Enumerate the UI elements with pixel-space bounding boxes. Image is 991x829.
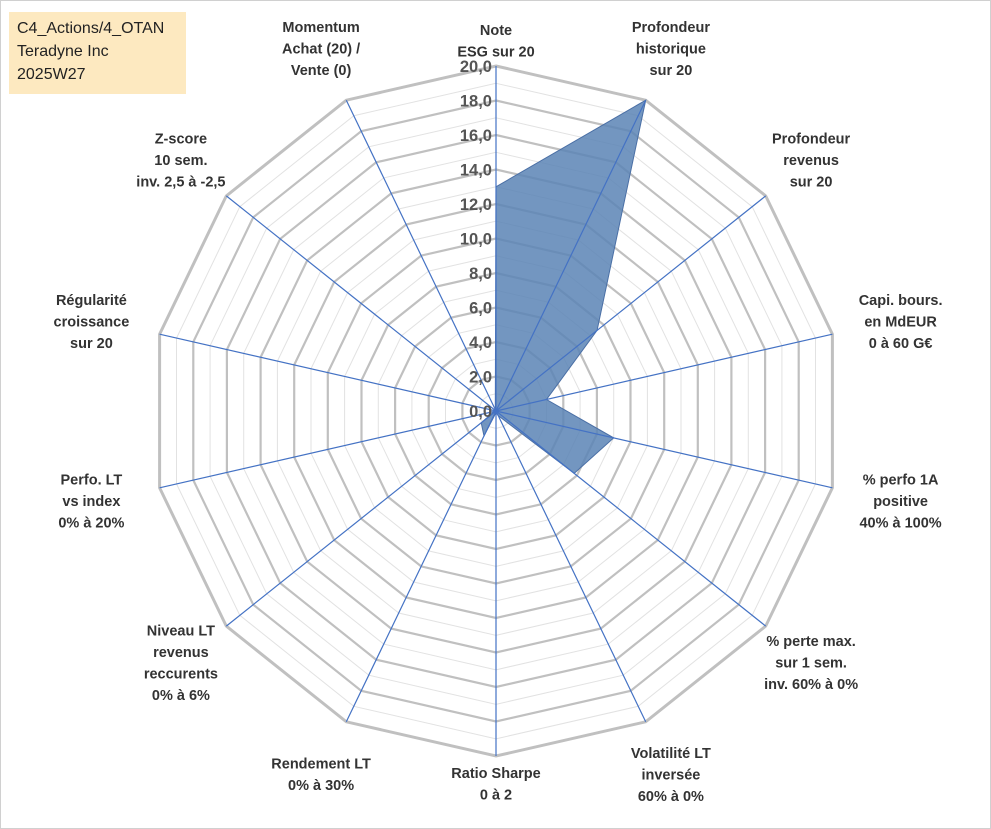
axis-label: Niveau LT revenus reccurents 0% à 6%	[144, 623, 218, 704]
axis-label: % perte max. sur 1 sem. inv. 60% à 0%	[764, 634, 858, 693]
axis-label-line: % perte max.	[766, 634, 855, 650]
axis-label: Volatilité LT inversée 60% à 0%	[631, 746, 711, 805]
tick-label: 2,0	[469, 369, 492, 387]
axis-spoke	[225, 410, 497, 627]
tick-label: 6,0	[469, 300, 492, 318]
axis-label-line: Rendement LT	[271, 757, 371, 773]
axis-label-line: 0% à 6%	[152, 688, 210, 704]
tick-label: 18,0	[460, 93, 492, 111]
axis-label: Capi. bours. en MdEUR 0 à 60 G€	[859, 293, 943, 352]
axis-label: Régularité croissance sur 20	[54, 293, 130, 352]
axis-label-line: revenus	[783, 153, 839, 169]
axis-spokes	[159, 66, 833, 756]
axis-label-line: sur 20	[650, 63, 693, 79]
axis-label-line: reccurents	[144, 666, 218, 682]
axis-label-line: Vente (0)	[291, 63, 352, 79]
axis-label: Z-score 10 sem. inv. 2,5 à -2,5	[136, 132, 225, 191]
tick-label: 8,0	[469, 265, 492, 283]
axis-label: Momentum Achat (20) / Vente (0)	[282, 20, 360, 79]
axis-label-line: % perfo 1A	[863, 473, 939, 489]
axis-label-line: croissance	[54, 315, 130, 331]
axis-label-line: Capi. bours.	[859, 293, 943, 309]
axis-labels: Note ESG sur 20 Profondeur historique sur 20…	[54, 20, 943, 805]
axis-label-line: 10 sem.	[154, 153, 207, 169]
axis-spoke	[225, 195, 497, 412]
tick-label: 10,0	[460, 231, 492, 249]
axis-label-line: Note	[480, 23, 512, 39]
axis-label-line: Profondeur	[772, 132, 850, 148]
axis-label-line: inv. 2,5 à -2,5	[136, 175, 225, 191]
axis-label: Ratio Sharpe 0 à 2	[451, 766, 540, 804]
axis-label-line: 0 à 60 G€	[869, 336, 933, 352]
axis-label-line: sur 1 sem.	[775, 656, 847, 672]
tick-label: 0,0	[469, 403, 492, 421]
axis-label-line: Perfo. LT	[61, 473, 123, 489]
info-box: C4_Actions/4_OTAN Teradyne Inc 2025W27	[9, 12, 186, 94]
axis-label-line: ESG sur 20	[457, 45, 534, 61]
axis-label: Note ESG sur 20	[457, 23, 534, 61]
axis-label-line: Niveau LT	[147, 623, 215, 639]
tick-label: 12,0	[460, 196, 492, 214]
tick-label: 20,0	[460, 58, 492, 76]
axis-label-line: 0% à 30%	[288, 778, 354, 794]
axis-spoke	[495, 195, 767, 412]
info-collection: C4_Actions/4_OTAN	[17, 20, 165, 37]
tick-label: 4,0	[469, 334, 492, 352]
tick-labels: 0,0 2,0 4,0 6,0 8,0 10,0 12,0 14,0 16,0 18,0 20,0	[460, 58, 492, 421]
axis-spoke	[345, 410, 497, 723]
axis-spoke	[159, 333, 497, 412]
axis-label-line: 0% à 20%	[58, 516, 124, 532]
axis-label-line: Ratio Sharpe	[451, 766, 540, 782]
axis-label-line: 40% à 100%	[859, 516, 941, 532]
tick-label: 16,0	[460, 127, 492, 145]
axis-label-line: vs index	[62, 494, 120, 510]
axis-label-line: historique	[636, 41, 706, 57]
axis-label: Profondeur historique sur 20	[632, 20, 710, 79]
axis-label: Perfo. LT vs index 0% à 20%	[58, 473, 124, 532]
axis-label-line: Momentum	[282, 20, 359, 36]
axis-spoke	[495, 410, 833, 489]
axis-spoke	[495, 410, 647, 723]
axis-label-line: Régularité	[56, 293, 127, 309]
axis-label-line: inversée	[641, 768, 700, 784]
series-area-1	[480, 99, 647, 475]
info-week: 2025W27	[17, 66, 86, 83]
info-company: Teradyne Inc	[17, 43, 109, 60]
axis-label-line: 60% à 0%	[638, 789, 704, 805]
axis-label-line: en MdEUR	[864, 315, 937, 331]
axis-label-line: revenus	[153, 645, 209, 661]
axis-label: % perfo 1A positive 40% à 100%	[859, 473, 941, 532]
axis-label-line: Profondeur	[632, 20, 710, 36]
axis-spoke	[159, 410, 497, 489]
axis-label-line: sur 20	[790, 175, 833, 191]
axis-label: Profondeur revenus sur 20	[772, 132, 850, 191]
axis-label-line: positive	[873, 494, 928, 510]
axis-label-line: Volatilité LT	[631, 746, 711, 762]
axis-spoke	[495, 99, 647, 412]
series-layer	[480, 99, 647, 475]
axis-spoke	[495, 333, 833, 412]
axis-label-line: Z-score	[155, 132, 207, 148]
axis-label: Rendement LT 0% à 30%	[271, 757, 371, 795]
axis-spoke	[495, 410, 767, 627]
axis-spoke	[345, 99, 497, 412]
axis-label-line: sur 20	[70, 336, 113, 352]
axis-label-line: Achat (20) /	[282, 41, 360, 57]
axis-label-line: 0 à 2	[480, 788, 512, 804]
tick-label: 14,0	[460, 162, 492, 180]
axis-label-line: inv. 60% à 0%	[764, 677, 858, 693]
